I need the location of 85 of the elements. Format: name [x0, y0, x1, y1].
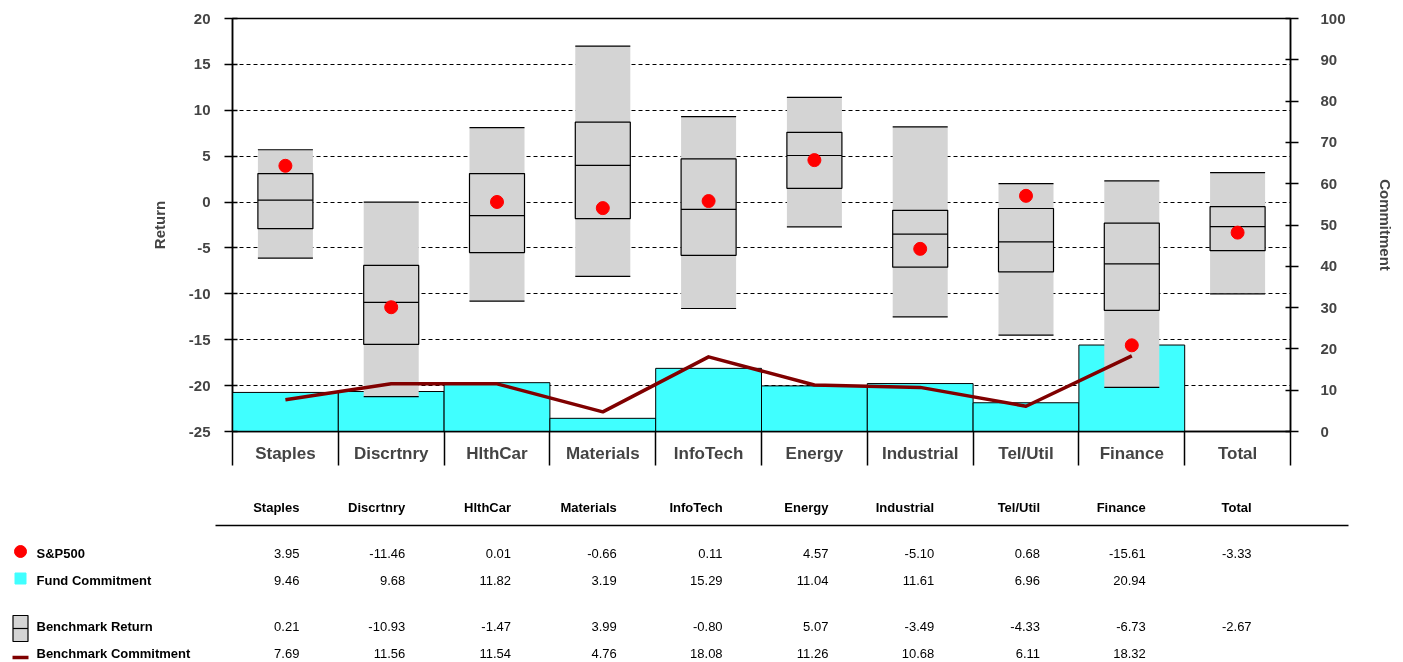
data-label: 11.61	[902, 573, 935, 588]
category-label: Tel/Util	[997, 500, 1040, 515]
text: -3.49	[904, 619, 935, 634]
data-label: -5.10	[904, 546, 935, 561]
text: -2.67	[1221, 619, 1252, 634]
legend-label: Fund Commitment	[36, 573, 152, 588]
data-label: 11.82	[479, 573, 512, 588]
data-label: 18.32	[1113, 646, 1146, 661]
y-axis-title: Return	[150, 200, 168, 250]
legend-label: S&P500	[36, 546, 85, 561]
x-tick-label: Tel/Util	[998, 443, 1054, 463]
text: 3.99	[591, 619, 617, 634]
data-label: 7.69	[274, 646, 300, 661]
category-label: Industrial	[875, 500, 935, 515]
y2-tick-label: 100	[1320, 9, 1346, 27]
data-label: 9.46	[274, 573, 300, 588]
text: -10.93	[368, 619, 406, 634]
text: 5.07	[803, 619, 829, 634]
y2-tick-label: 60	[1320, 174, 1338, 192]
data-label: 20.94	[1113, 573, 1146, 588]
x-tick-label: Total	[1217, 443, 1258, 463]
data-label: 6.11	[1015, 646, 1041, 661]
category-label: Total	[1221, 500, 1252, 515]
data-label: 4.76	[591, 646, 617, 661]
y2-axis-title: Commitment	[1376, 179, 1394, 271]
data-label: 11.26	[796, 646, 829, 661]
y-tick-label: -10	[188, 284, 211, 302]
data-label: 4.57	[803, 546, 829, 561]
x-tick-label: Energy	[785, 443, 844, 463]
category-label: Energy	[784, 500, 829, 515]
data-label: 6.96	[1014, 573, 1041, 588]
category-label: Materials	[560, 500, 617, 515]
data-label: -0.66	[587, 546, 617, 561]
text: -6.73	[1116, 619, 1146, 634]
text: -1.47	[481, 619, 512, 634]
y2-tick-label: 70	[1320, 133, 1338, 151]
legend-label: Benchmark Return	[36, 619, 153, 634]
x-tick-label: Materials	[565, 443, 640, 463]
y2-tick-label: 40	[1320, 257, 1338, 275]
y-tick-label: -15	[188, 330, 211, 348]
data-label: 0.11	[698, 546, 723, 561]
data-label: 0.68	[1014, 546, 1041, 561]
y2-tick-label: 20	[1320, 339, 1338, 357]
x-tick-label: Staples	[255, 443, 316, 463]
x-tick-label: Industrial	[881, 443, 959, 463]
data-label: 18.08	[690, 646, 723, 661]
data-label: -15.61	[1108, 546, 1146, 561]
data-label: 0.01	[485, 546, 512, 561]
y-tick-label: 10	[193, 101, 211, 119]
category-label: InfoTech	[669, 500, 723, 515]
data-label: -3.33	[1221, 546, 1252, 561]
data-label: -11.46	[369, 546, 406, 561]
x-tick-label: HlthCar	[466, 443, 529, 463]
text: -0.80	[692, 619, 723, 634]
y-tick-label: -25	[188, 422, 211, 440]
y2-tick-label: 80	[1320, 92, 1338, 110]
data-label: 3.19	[591, 573, 617, 588]
y2-tick-label: 10	[1320, 381, 1338, 399]
x-tick-label: InfoTech	[673, 443, 744, 463]
y2-tick-label: 90	[1320, 50, 1338, 68]
data-label: 15.29	[690, 573, 723, 588]
category-label: Finance	[1096, 500, 1146, 515]
y-tick-label: 5	[202, 147, 211, 165]
text: 0.21	[274, 619, 300, 634]
data-label: 9.68	[379, 573, 406, 588]
y-tick-label: 20	[193, 9, 211, 27]
category-label: Discrtnry	[348, 500, 406, 515]
data-label: 11.56	[373, 646, 406, 661]
y-tick-label: -20	[188, 376, 211, 394]
y-tick-label: 15	[193, 55, 211, 73]
y-tick-label: -5	[197, 238, 211, 256]
y2-tick-label: 50	[1320, 216, 1338, 233]
data-label: 10.68	[901, 646, 935, 661]
y-tick-label: 0	[202, 193, 211, 211]
x-tick-label: Finance	[1099, 443, 1164, 463]
data-label: 3.95	[274, 546, 300, 561]
data-label: 11.54	[479, 646, 512, 661]
text: -4.33	[1010, 619, 1041, 634]
y2-tick-label: 30	[1320, 298, 1338, 316]
y2-tick-label: 0	[1320, 422, 1329, 440]
x-tick-label: Discrtnry	[353, 443, 430, 463]
category-label: HlthCar	[464, 500, 512, 515]
category-label: Staples	[253, 500, 300, 515]
legend-label: Benchmark Commitment	[36, 646, 192, 661]
data-label: 11.04	[796, 573, 829, 588]
